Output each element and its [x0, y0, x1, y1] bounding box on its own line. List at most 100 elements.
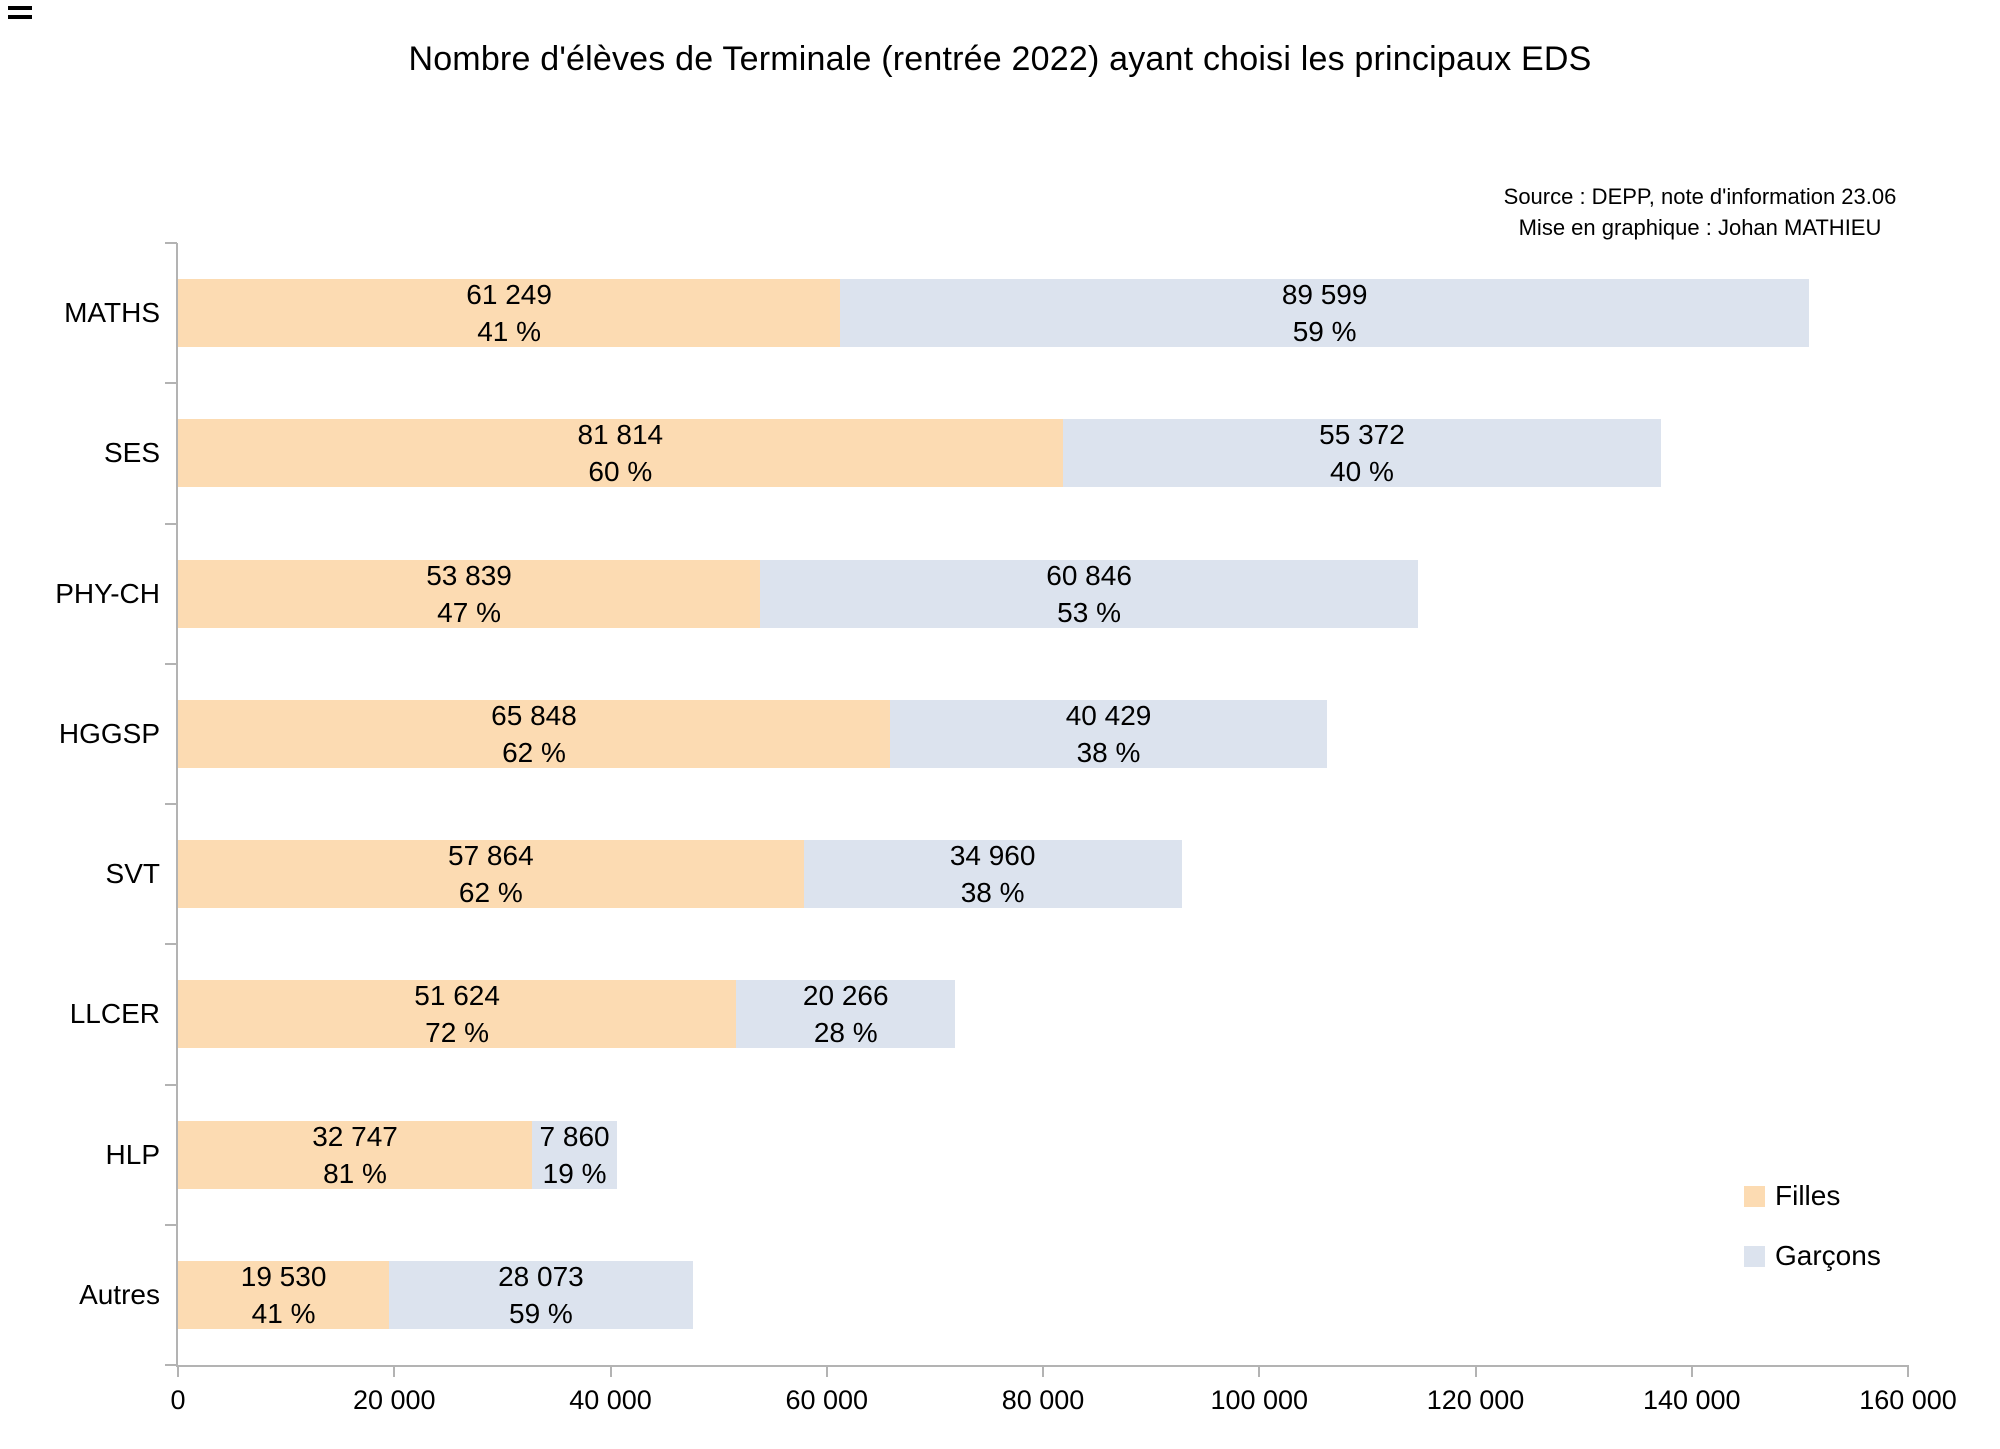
bar-segment-garcons — [889, 699, 1328, 768]
filles-swatch-icon — [1744, 1185, 1765, 1207]
bar-value-label: 60 846 53 % — [760, 560, 1418, 628]
source-note: Source : DEPP, note d'information 23.06 … — [1400, 181, 2000, 243]
x-axis-tick — [1690, 1365, 1693, 1377]
segment-count: 89 599 — [1281, 279, 1368, 311]
segment-count: 7 860 — [539, 1120, 610, 1152]
legend-item-garcons: Garçons — [1744, 1240, 1881, 1272]
bar-value-label: 28 073 59 % — [389, 1261, 693, 1329]
bar-value-label: 61 249 41 % — [178, 279, 840, 347]
x-tick-label: 80 000 — [1001, 1385, 1085, 1415]
category-label: LLCER — [69, 998, 160, 1030]
category-label: Autres — [79, 1278, 160, 1310]
bar-value-label: 57 864 62 % — [178, 840, 804, 908]
x-axis-tick — [177, 1365, 179, 1377]
legend-item-filles: Filles — [1744, 1180, 1881, 1212]
segment-percent: 28 % — [813, 1017, 878, 1049]
segment-percent: 47 % — [437, 596, 501, 628]
bar-segment-filles — [178, 559, 761, 628]
x-tick-label: 160 000 — [1859, 1385, 1957, 1415]
segment-percent: 38 % — [960, 877, 1025, 909]
x-tick-label: 140 000 — [1642, 1385, 1741, 1415]
legend-label-garcons: Garçons — [1775, 1240, 1881, 1271]
y-axis-tick — [165, 242, 177, 244]
bar-segment-filles — [178, 840, 804, 909]
x-axis-tick — [1042, 1365, 1044, 1377]
bar-segment-filles — [178, 419, 1063, 488]
bar-value-label: 51 624 72 % — [178, 980, 736, 1048]
segment-percent: 41 % — [251, 1297, 316, 1329]
x-axis-tick — [1907, 1365, 1909, 1377]
bar-segment-garcons — [760, 559, 1419, 628]
y-axis-tick — [165, 1083, 177, 1086]
segment-percent: 40 % — [1330, 456, 1394, 488]
bar-value-label: 55 372 40 % — [1063, 419, 1662, 487]
bar-segment-garcons — [389, 1260, 693, 1329]
y-axis-tick — [165, 1364, 177, 1366]
bar-value-label: 7 860 19 % — [532, 1121, 617, 1189]
x-tick-label: 120 000 — [1426, 1385, 1525, 1415]
bar-value-label: 53 839 47 % — [178, 560, 760, 628]
source-line-2: Mise en graphique : Johan MATHIEU — [1518, 215, 1882, 240]
x-axis-tick — [1474, 1365, 1477, 1377]
x-axis-tick — [609, 1365, 612, 1377]
segment-count: 28 073 — [498, 1260, 584, 1292]
bar-value-label: 89 599 59 % — [840, 279, 1809, 347]
category-label: HGGSP — [58, 717, 160, 749]
x-axis-tick — [1258, 1365, 1261, 1377]
bar-segment-garcons — [532, 1120, 618, 1189]
bar-segment-garcons — [736, 980, 956, 1049]
segment-count: 53 839 — [426, 559, 512, 591]
bar-segment-garcons — [1062, 419, 1662, 488]
bar-segment-filles — [178, 279, 841, 348]
x-tick-label: 100 000 — [1210, 1385, 1309, 1415]
segment-count: 20 266 — [802, 980, 889, 1012]
x-tick-label: 40 000 — [569, 1385, 652, 1415]
x-tick-label: 60 000 — [785, 1385, 869, 1415]
segment-percent: 53 % — [1057, 596, 1121, 628]
bar-segment-filles — [178, 980, 737, 1049]
bar-segment-garcons — [803, 840, 1182, 909]
x-tick-label: 20 000 — [352, 1385, 436, 1415]
corner-glyph-icon — [8, 6, 32, 20]
segment-count: 61 249 — [466, 279, 552, 311]
bar-segment-filles — [178, 699, 890, 768]
y-axis-tick — [165, 1223, 177, 1226]
y-axis-tick — [165, 803, 177, 805]
bar-segment-filles — [178, 1260, 390, 1329]
segment-count: 51 624 — [414, 980, 500, 1012]
segment-count: 34 960 — [949, 840, 1036, 872]
category-label: SVT — [105, 858, 160, 890]
chart-title: Nombre d'élèves de Terminale (rentrée 20… — [408, 40, 1592, 78]
x-axis-tick — [393, 1365, 396, 1377]
source-line-1: Source : DEPP, note d'information 23.06 — [1503, 184, 1897, 209]
bar-value-label: 40 429 38 % — [890, 700, 1327, 768]
segment-percent: 59 % — [1292, 316, 1357, 348]
segment-percent: 81 % — [323, 1157, 387, 1189]
bar-segment-garcons — [840, 279, 1810, 348]
bar-value-label: 20 266 28 % — [736, 980, 955, 1048]
y-axis-tick — [165, 382, 177, 385]
y-axis-tick — [165, 522, 177, 525]
category-label: SES — [103, 437, 160, 469]
x-axis-tick — [825, 1365, 828, 1377]
bar-value-label: 65 848 62 % — [178, 700, 890, 768]
legend-label-filles: Filles — [1775, 1180, 1841, 1211]
x-tick-label: 0 — [170, 1385, 186, 1415]
segment-count: 65 848 — [491, 699, 577, 731]
category-label: HLP — [105, 1138, 160, 1170]
bar-value-label: 34 960 38 % — [804, 840, 1182, 908]
y-axis-tick — [165, 943, 177, 946]
segment-percent: 62 % — [502, 736, 566, 768]
segment-count: 81 814 — [577, 419, 664, 451]
bar-value-label: 32 747 81 % — [178, 1121, 532, 1189]
legend: Filles Garçons — [1744, 1180, 1881, 1300]
segment-percent: 38 % — [1076, 736, 1141, 768]
segment-percent: 60 % — [588, 456, 653, 488]
segment-percent: 72 % — [425, 1017, 489, 1049]
segment-count: 40 429 — [1065, 699, 1152, 731]
segment-count: 19 530 — [240, 1260, 327, 1292]
bar-segment-filles — [178, 1120, 533, 1189]
segment-count: 32 747 — [312, 1120, 398, 1152]
bar-value-label: 81 814 60 % — [178, 419, 1063, 487]
bar-value-label: 19 530 41 % — [178, 1261, 389, 1329]
